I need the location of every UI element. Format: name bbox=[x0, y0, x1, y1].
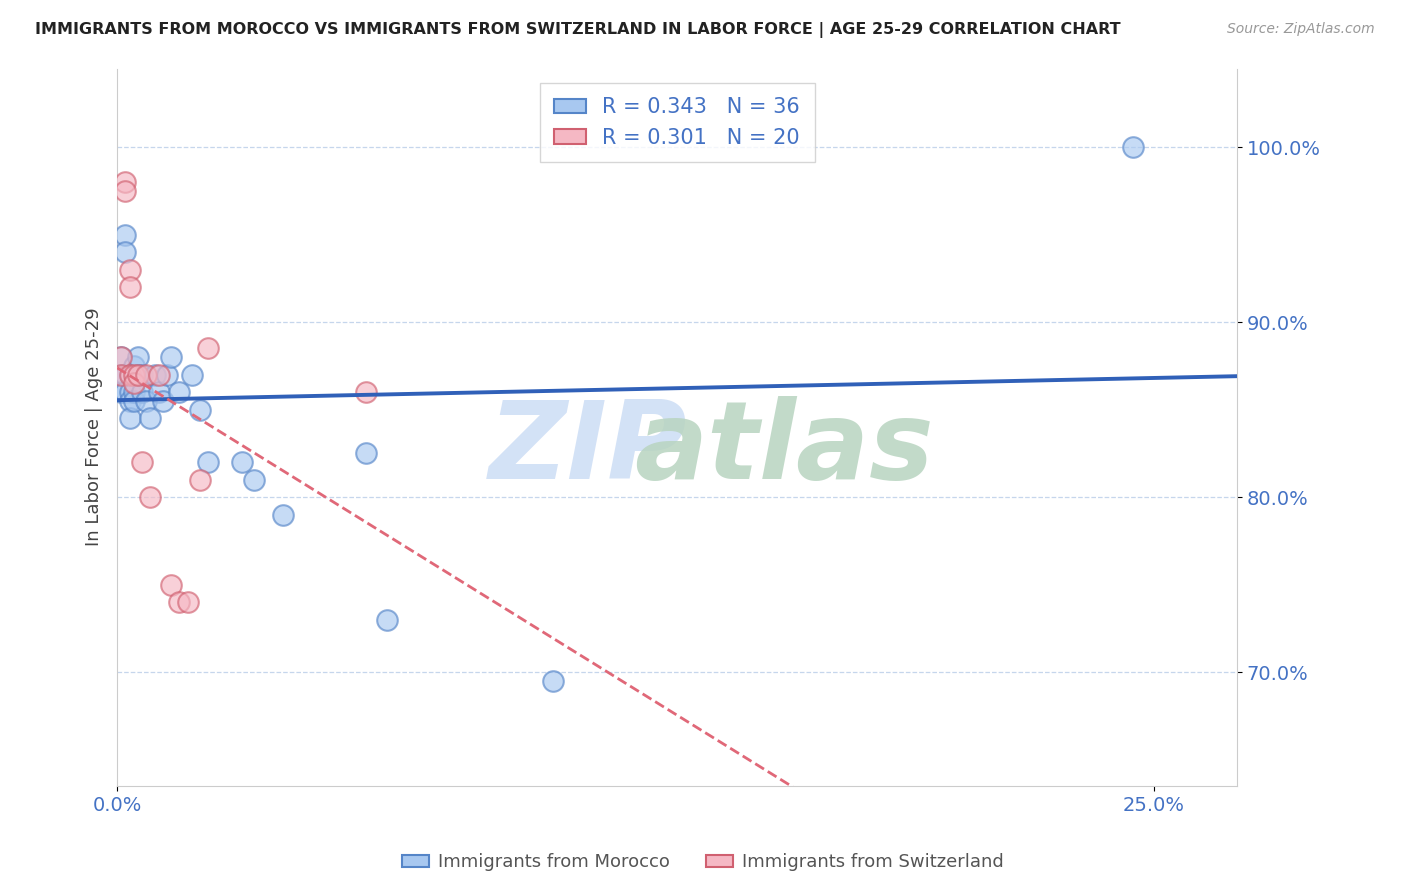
Point bbox=[231, 455, 253, 469]
Point bbox=[375, 613, 398, 627]
Legend: Immigrants from Morocco, Immigrants from Switzerland: Immigrants from Morocco, Immigrants from… bbox=[395, 847, 1011, 879]
Point bbox=[110, 350, 132, 364]
Point bbox=[188, 473, 211, 487]
Point bbox=[148, 385, 170, 400]
Point bbox=[114, 184, 136, 198]
Point bbox=[127, 368, 149, 382]
Point bbox=[122, 385, 145, 400]
Point bbox=[243, 473, 266, 487]
Point bbox=[122, 359, 145, 373]
Point bbox=[271, 508, 294, 522]
Point bbox=[118, 393, 141, 408]
Point bbox=[114, 175, 136, 189]
Point bbox=[118, 368, 141, 382]
Point bbox=[197, 342, 219, 356]
Legend: R = 0.343   N = 36, R = 0.301   N = 20: R = 0.343 N = 36, R = 0.301 N = 20 bbox=[540, 83, 814, 162]
Point bbox=[110, 385, 132, 400]
Point bbox=[118, 280, 141, 294]
Point bbox=[169, 385, 191, 400]
Text: atlas: atlas bbox=[634, 396, 934, 501]
Point bbox=[148, 368, 170, 382]
Point bbox=[160, 577, 183, 591]
Point bbox=[139, 411, 162, 425]
Point bbox=[118, 368, 141, 382]
Point bbox=[152, 393, 174, 408]
Point bbox=[180, 368, 202, 382]
Point bbox=[139, 490, 162, 504]
Point bbox=[110, 350, 132, 364]
Y-axis label: In Labor Force | Age 25-29: In Labor Force | Age 25-29 bbox=[86, 308, 103, 547]
Point bbox=[135, 368, 157, 382]
Point bbox=[143, 368, 166, 382]
Point bbox=[122, 368, 145, 382]
Point bbox=[176, 595, 198, 609]
Point bbox=[131, 368, 153, 382]
Point bbox=[118, 385, 141, 400]
Point bbox=[122, 376, 145, 391]
Point bbox=[188, 402, 211, 417]
Point bbox=[197, 455, 219, 469]
Point bbox=[114, 385, 136, 400]
Point bbox=[127, 350, 149, 364]
Point bbox=[169, 595, 191, 609]
Point bbox=[135, 393, 157, 408]
Point bbox=[118, 411, 141, 425]
Text: Source: ZipAtlas.com: Source: ZipAtlas.com bbox=[1227, 22, 1375, 37]
Point bbox=[114, 227, 136, 242]
Point bbox=[110, 368, 132, 382]
Point bbox=[122, 393, 145, 408]
Point bbox=[131, 455, 153, 469]
Text: IMMIGRANTS FROM MOROCCO VS IMMIGRANTS FROM SWITZERLAND IN LABOR FORCE | AGE 25-2: IMMIGRANTS FROM MOROCCO VS IMMIGRANTS FR… bbox=[35, 22, 1121, 38]
Point bbox=[156, 368, 179, 382]
Point bbox=[127, 368, 149, 382]
Point bbox=[1122, 140, 1144, 154]
Point bbox=[110, 368, 132, 382]
Point bbox=[114, 245, 136, 260]
Text: ZIP: ZIP bbox=[488, 396, 686, 501]
Point bbox=[114, 368, 136, 382]
Point bbox=[160, 350, 183, 364]
Point bbox=[131, 385, 153, 400]
Point bbox=[118, 262, 141, 277]
Point bbox=[354, 385, 377, 400]
Point bbox=[354, 446, 377, 460]
Point bbox=[541, 673, 564, 688]
